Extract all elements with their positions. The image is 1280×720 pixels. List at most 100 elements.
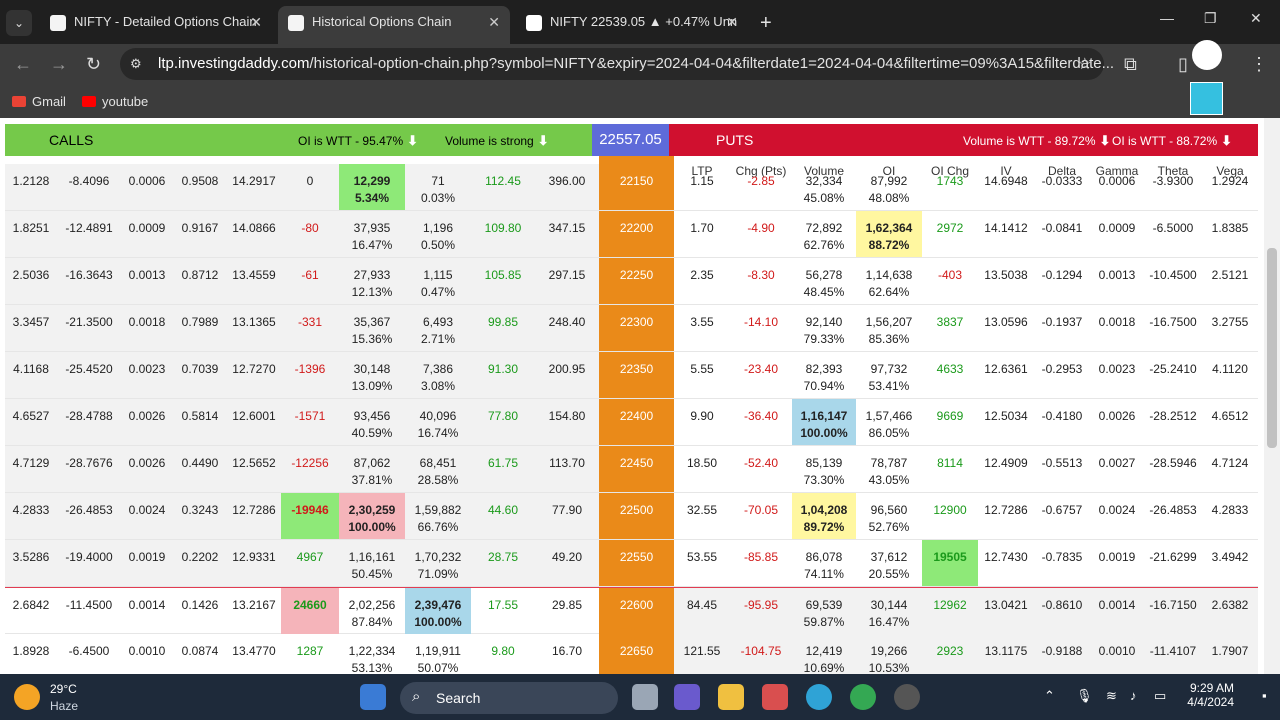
- column-header-volume[interactable]: Volume: [803, 164, 845, 178]
- c-ltp-cell: 77.90: [535, 493, 599, 539]
- column-header-delta[interactable]: Delta: [1047, 164, 1076, 178]
- spot-price: 22557.05: [592, 124, 669, 156]
- strike-price-cell[interactable]: 22650: [599, 634, 674, 674]
- c-oi-cell: 1,16,161 50.45%: [339, 540, 405, 586]
- column-header-ltp[interactable]: LTP: [691, 164, 713, 178]
- p-oichg-value: 12962: [933, 598, 967, 612]
- calls-volume-text: Volume is strong: [445, 134, 534, 148]
- c-chg-value: 9.80: [491, 644, 515, 658]
- p-vega-value: 1.8385: [1211, 221, 1249, 235]
- tray-chevron-icon[interactable]: ⌃: [1044, 688, 1055, 703]
- strike-price-cell[interactable]: 22300: [599, 305, 674, 351]
- scrollbar-thumb[interactable]: [1267, 248, 1277, 448]
- column-header-oi[interactable]: OI: [882, 164, 896, 178]
- site-settings-icon[interactable]: ⚙: [130, 56, 142, 71]
- p-oi-value: 1,57,466: [865, 409, 913, 423]
- column-header-iv[interactable]: IV: [1000, 164, 1012, 178]
- address-bar[interactable]: ⚙ ltp.investingdaddy.com/historical-opti…: [120, 48, 1114, 80]
- minimize-icon[interactable]: —: [1160, 10, 1174, 26]
- c-gamma-value: 0.0026: [128, 456, 166, 470]
- system-clock[interactable]: 9:29 AM 4/4/2024: [1187, 681, 1234, 709]
- column-header-chg-pts-[interactable]: Chg (Pts): [735, 164, 787, 178]
- menu-kebab-icon[interactable]: ⋮: [1250, 54, 1268, 74]
- strike-price-cell[interactable]: 22450: [599, 446, 674, 492]
- tab-search-chevron-icon[interactable]: ⌄: [6, 10, 32, 36]
- p-theta-value: -10.4500: [1149, 268, 1197, 282]
- browser-tab-strip: ⌄ NIFTY - Detailed Options Chain ✕ Histo…: [0, 0, 1280, 44]
- close-tab-icon[interactable]: ✕: [726, 14, 738, 30]
- p-gamma-cell: 0.0009: [1090, 211, 1144, 257]
- p-iv-cell: 13.0421: [978, 588, 1034, 634]
- c-oi-pct-value: 40.59%: [351, 426, 393, 440]
- bookmark-youtube[interactable]: youtube: [82, 94, 148, 109]
- taskbar-search[interactable]: ⌕ Search: [400, 682, 618, 714]
- strike-price-cell[interactable]: 22500: [599, 493, 674, 539]
- restore-icon[interactable]: ❐: [1204, 10, 1217, 26]
- profile-avatar-icon[interactable]: [1192, 40, 1222, 70]
- p-ltp-cell: 3.55: [674, 305, 730, 351]
- reload-icon[interactable]: ↻: [86, 54, 102, 74]
- sidepanel-icon[interactable]: ▯: [1178, 54, 1188, 74]
- wifi-icon[interactable]: ≋: [1106, 688, 1117, 703]
- c-vol-value: 71: [431, 174, 445, 188]
- notification-icon[interactable]: ▪: [1262, 688, 1267, 703]
- c-vol-cell: 6,493 2.71%: [405, 305, 471, 351]
- url-text[interactable]: ltp.investingdaddy.com/historical-option…: [158, 55, 1114, 72]
- tab-nifty-ticker[interactable]: NIFTY 22539.05 ▲ +0.47% Unn ✕: [516, 6, 748, 40]
- close-tab-icon[interactable]: ✕: [488, 14, 500, 30]
- task-view-icon[interactable]: [632, 684, 658, 710]
- close-window-icon[interactable]: ✕: [1250, 10, 1262, 26]
- forward-arrow-icon[interactable]: →: [50, 54, 68, 74]
- p-iv-cell: 14.6948: [978, 164, 1034, 210]
- p-iv-cell: 12.4909: [978, 446, 1034, 492]
- close-tab-icon[interactable]: ✕: [250, 14, 262, 30]
- c-delta-cell: 0.3243: [173, 493, 227, 539]
- strike-price-cell[interactable]: 22200: [599, 211, 674, 257]
- chrome-icon[interactable]: [850, 684, 876, 710]
- p-vol-pct-value: 48.45%: [803, 285, 845, 299]
- c-gamma-cell: 0.0024: [121, 493, 173, 539]
- c-vega-cell: 4.7129: [5, 446, 57, 492]
- strike-price-cell[interactable]: 22150: [599, 164, 674, 210]
- windows-start-icon[interactable]: [360, 684, 386, 710]
- back-arrow-icon[interactable]: ←: [14, 54, 32, 74]
- strike-price-cell[interactable]: 22600: [599, 588, 674, 634]
- strike-price-value: 22450: [619, 456, 654, 470]
- gift-icon[interactable]: [762, 684, 788, 710]
- column-header-theta[interactable]: Theta: [1157, 164, 1189, 178]
- column-header-gamma[interactable]: Gamma: [1095, 164, 1139, 178]
- bookmark-star-icon[interactable]: ☆: [1077, 56, 1092, 73]
- column-header-vega[interactable]: Vega: [1216, 164, 1244, 178]
- new-tab-plus-icon[interactable]: +: [760, 12, 772, 34]
- p-vega-value: 3.2755: [1211, 315, 1249, 329]
- extension-popup-icon[interactable]: [1190, 82, 1223, 115]
- tab-historical-options-chain[interactable]: Historical Options Chain ✕: [278, 6, 510, 44]
- file-explorer-icon[interactable]: [718, 684, 744, 710]
- battery-icon[interactable]: ▭: [1154, 688, 1167, 703]
- page-scrollbar[interactable]: [1264, 118, 1280, 674]
- p-delta-cell: -0.1294: [1034, 258, 1090, 304]
- microphone-icon[interactable]: 🎙: [1076, 688, 1093, 703]
- speaker-icon[interactable]: ♪: [1130, 688, 1137, 703]
- edge-icon[interactable]: [806, 684, 832, 710]
- c-iv-value: 13.4770: [232, 644, 276, 658]
- puts-volume-status: Volume is WTT - 89.72% ⬇: [963, 133, 1110, 149]
- teams-icon[interactable]: [674, 684, 700, 710]
- c-ltp-value: 16.70: [551, 644, 583, 658]
- strike-price-cell[interactable]: 22550: [599, 540, 674, 586]
- bookmark-gmail[interactable]: Gmail: [12, 94, 66, 109]
- puts-header-bar: PUTS Volume is WTT - 89.72% ⬇ OI is WTT -…: [669, 124, 1258, 156]
- column-header-oi-chg[interactable]: OI Chg: [930, 164, 969, 178]
- obs-icon[interactable]: [894, 684, 920, 710]
- c-ltp-cell: 200.95: [535, 352, 599, 398]
- tab-detailed-options-chain[interactable]: NIFTY - Detailed Options Chain ✕: [40, 6, 272, 40]
- strike-price-cell[interactable]: 22250: [599, 258, 674, 304]
- sun-haze-icon: [14, 684, 40, 710]
- p-theta-cell: -16.7500: [1144, 305, 1202, 351]
- p-gamma-value: 0.0026: [1098, 409, 1136, 423]
- strike-price-cell[interactable]: 22350: [599, 352, 674, 398]
- c-iv-value: 13.2167: [232, 598, 276, 612]
- extensions-puzzle-icon[interactable]: ⧉: [1124, 54, 1137, 74]
- strike-price-cell[interactable]: 22400: [599, 399, 674, 445]
- p-oichg-value: 3837: [936, 315, 964, 329]
